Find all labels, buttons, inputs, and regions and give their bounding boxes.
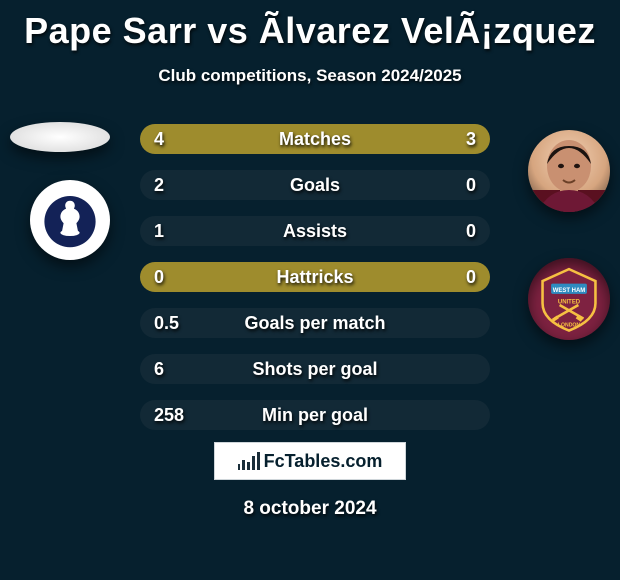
stat-right-value: 3	[466, 129, 476, 150]
stat-label: Hattricks	[140, 267, 490, 288]
stat-left-value: 1	[154, 221, 164, 242]
brand-chart-icon	[238, 452, 260, 470]
tottenham-crest-icon	[38, 188, 102, 252]
brand-box[interactable]: FcTables.com	[214, 442, 406, 480]
stat-row: 1Assists0	[140, 216, 490, 246]
stats-table: 4Matches32Goals01Assists00Hattricks00.5G…	[140, 124, 490, 446]
stat-label: Min per goal	[140, 405, 490, 426]
stat-left-value: 4	[154, 129, 164, 150]
stat-label: Assists	[140, 221, 490, 242]
player2-face-icon	[528, 130, 610, 212]
stat-row: 4Matches3	[140, 124, 490, 154]
player1-club-badge	[30, 180, 110, 260]
stat-right-value: 0	[466, 175, 476, 196]
stat-left-value: 258	[154, 405, 184, 426]
stat-label: Shots per goal	[140, 359, 490, 380]
player2-club-badge: WEST HAM UNITED LONDON	[528, 258, 610, 340]
page-subtitle: Club competitions, Season 2024/2025	[0, 66, 620, 86]
stat-label: Goals per match	[140, 313, 490, 334]
stat-row: 258Min per goal	[140, 400, 490, 430]
stat-label: Matches	[140, 129, 490, 150]
stat-label: Goals	[140, 175, 490, 196]
stat-row: 2Goals0	[140, 170, 490, 200]
stat-row: 0Hattricks0	[140, 262, 490, 292]
stat-right-value: 0	[466, 221, 476, 242]
stat-left-value: 0	[154, 267, 164, 288]
brand-text: FcTables.com	[264, 451, 383, 472]
stat-row: 0.5Goals per match	[140, 308, 490, 338]
player2-photo	[528, 130, 610, 212]
stat-row: 6Shots per goal	[140, 354, 490, 384]
date-text: 8 october 2024	[0, 498, 620, 520]
westham-crest-icon: WEST HAM UNITED LONDON	[534, 264, 604, 334]
svg-text:LONDON: LONDON	[558, 322, 580, 328]
stat-left-value: 6	[154, 359, 164, 380]
stat-left-value: 0.5	[154, 313, 179, 334]
player1-photo-placeholder	[10, 122, 110, 152]
svg-text:WEST HAM: WEST HAM	[553, 288, 586, 294]
stat-left-value: 2	[154, 175, 164, 196]
page-title: Pape Sarr vs Ãlvarez VelÃ¡zquez	[0, 0, 620, 52]
stat-right-value: 0	[466, 267, 476, 288]
